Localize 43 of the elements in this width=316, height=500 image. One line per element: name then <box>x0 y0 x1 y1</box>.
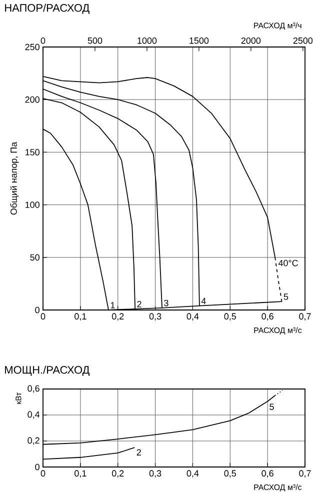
x2-tick-label: 500 <box>88 37 102 44</box>
chart-title: НАПОР/РАСХОД <box>5 4 90 14</box>
x-tick-label: 0,5 <box>224 470 236 478</box>
y-tick-label: 150 <box>26 149 40 156</box>
annotation: 40°C <box>278 260 298 266</box>
x-tick-label: 0 <box>40 313 46 320</box>
x-tick-label: 0,7 <box>299 470 311 478</box>
y-tick-label: 0 <box>35 306 40 314</box>
y-tick-label: 200 <box>25 96 40 103</box>
annotation: 5 <box>270 404 274 410</box>
x-tick-label: 0,2 <box>112 313 124 321</box>
x2-tick-label: 0 <box>40 37 46 44</box>
x-tick-label: 0,1 <box>74 313 86 321</box>
y-tick-label: 100 <box>26 202 40 208</box>
annotation: 1 <box>110 302 115 308</box>
chart-title: МОЩН./РАСХОД <box>5 366 90 376</box>
x-tick-label: 0,6 <box>262 313 274 321</box>
y-tick-label: 0,4 <box>28 411 40 419</box>
x-tick-label: 0,6 <box>262 470 274 478</box>
annotation: 4 <box>201 298 206 304</box>
x-tick-label: 0,3 <box>149 470 162 478</box>
x-tick-label: 0,1 <box>74 470 86 478</box>
x-tick-label: 0,2 <box>112 470 124 478</box>
x2-tick-label: 2000 <box>241 37 261 44</box>
x-tick-label: 0,3 <box>149 313 162 321</box>
annotation: 5 <box>284 294 288 300</box>
x2-tick-label: 2500 <box>293 37 313 44</box>
x-tick-label: 0,5 <box>224 313 236 321</box>
x-tick-label: 0,4 <box>186 313 199 321</box>
y-tick-label: 0,6 <box>28 385 40 393</box>
annotation: 2 <box>137 300 142 308</box>
x2-tick-label: 1500 <box>190 37 209 44</box>
y-axis-title: Общий напор, Па <box>10 142 19 215</box>
y-tick-label: 0 <box>35 464 40 470</box>
x-tick-label: 0,7 <box>299 313 311 321</box>
x-tick-label: 0,4 <box>186 470 199 478</box>
x-tick-label: 0 <box>40 470 46 477</box>
y-tick-label: 250 <box>25 44 40 50</box>
x2-tick-label: 1000 <box>138 37 157 44</box>
y-tick-label: 0,2 <box>28 437 40 445</box>
annotation: 2 <box>136 449 141 456</box>
annotation: 3 <box>164 300 168 306</box>
y-tick-label: 50 <box>30 254 40 261</box>
